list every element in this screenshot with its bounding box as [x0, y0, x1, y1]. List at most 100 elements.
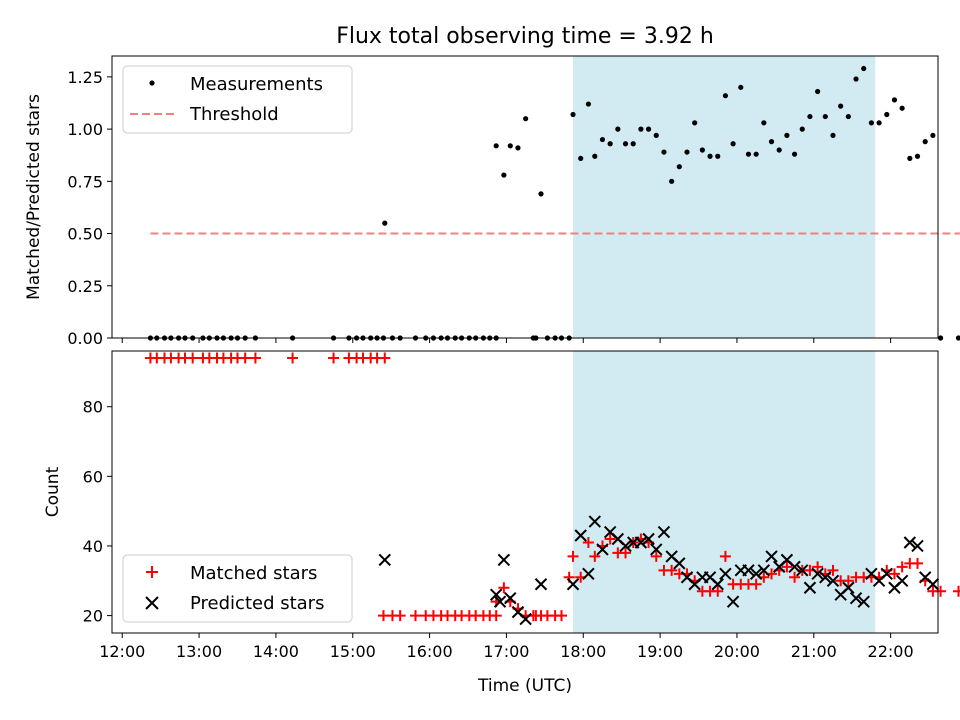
predicted-star-marker — [378, 553, 391, 567]
x-tick-label: 17:00 — [483, 642, 529, 661]
measurement-point — [645, 126, 652, 132]
count-plot-area — [144, 352, 960, 626]
predicted-star-marker — [493, 595, 507, 608]
measurement-point — [599, 136, 606, 143]
x-tick-label: 14:00 — [253, 642, 299, 661]
matched-star-marker — [239, 352, 251, 364]
measurement-point — [615, 126, 621, 132]
predicted-stars-legend-label: Predicted stars — [190, 593, 324, 614]
matched-star-marker — [604, 533, 616, 545]
measurement-point — [653, 132, 659, 138]
matched-star-marker — [249, 352, 261, 364]
measurement-point — [507, 143, 513, 149]
predicted-star-marker — [911, 539, 924, 553]
predicted-star-marker — [757, 564, 771, 577]
matched-star-marker — [620, 547, 632, 559]
measurement-point — [799, 126, 805, 132]
matched-star-marker — [187, 352, 199, 364]
matched-star-marker — [896, 561, 908, 573]
predicted-star-marker — [574, 529, 587, 542]
predicted-star-marker — [519, 612, 532, 626]
y-tick-label: 0.50 — [67, 225, 103, 244]
measurement-point — [891, 97, 898, 103]
predicted-star-marker — [534, 578, 548, 591]
predicted-star-marker — [596, 543, 609, 556]
measurement-point — [570, 111, 576, 118]
ratio-y-axis: 0.00 0.25 0.50 0.75 1.00 1.25 — [67, 68, 112, 348]
predicted-star-marker — [765, 550, 778, 563]
predicted-star-marker — [566, 578, 580, 591]
ratio-plot-area — [147, 65, 960, 341]
matched-star-marker — [410, 610, 422, 622]
predicted-stars-legend-marker — [145, 596, 159, 610]
measurement-point — [861, 65, 867, 72]
predicted-star-marker — [489, 588, 503, 601]
ratio-panel: 0.00 0.25 0.50 0.75 1.00 1.25 Matched/Predict… — [24, 55, 960, 348]
ratio-legend: Measurements Threshold — [122, 65, 353, 134]
matched-star-marker — [719, 550, 731, 562]
ratio-y-axis-label: Matched/Predicted stars — [24, 94, 44, 300]
predicted-star-marker — [895, 574, 909, 587]
measurement-point — [722, 93, 729, 99]
predicted-star-marker — [857, 595, 870, 608]
predicted-star-marker — [826, 574, 840, 587]
predicted-star-marker — [588, 515, 602, 528]
measurements-legend-marker — [149, 80, 155, 86]
predicted-star-marker — [903, 536, 917, 549]
measurement-point — [768, 139, 775, 145]
matched-star-marker — [666, 564, 678, 576]
ratio-legend-box — [122, 65, 353, 134]
y-tick-label: 0.00 — [67, 329, 103, 348]
predicted-star-marker — [849, 591, 863, 605]
y-tick-label: 0.25 — [67, 277, 103, 296]
measurement-point — [838, 103, 844, 109]
observing-span-top — [573, 56, 876, 338]
predicted-star-marker — [742, 564, 755, 577]
y-tick-label: 80 — [83, 398, 103, 417]
predicted-star-marker — [796, 564, 809, 577]
predicted-star-marker — [497, 553, 511, 567]
measurement-point — [382, 220, 388, 226]
matched-star-marker — [394, 610, 406, 622]
measurement-point — [776, 147, 782, 153]
measurement-point — [815, 88, 821, 95]
ratio-axes-frame — [111, 55, 939, 339]
predicted-star-marker — [811, 567, 824, 581]
matched-star-marker — [842, 575, 854, 587]
x-tick-label: 19:00 — [637, 642, 683, 661]
x-tick-label: 22:00 — [868, 642, 914, 661]
predicted-star-marker — [711, 578, 724, 591]
measurement-point — [845, 113, 851, 120]
x-axis-label: Time (UTC) — [477, 676, 572, 696]
threshold-legend-label: Threshold — [189, 104, 279, 125]
matched-stars-legend-marker — [146, 566, 158, 578]
measurement-point — [914, 153, 921, 159]
measurement-point — [830, 132, 836, 138]
matched-star-marker — [952, 585, 960, 597]
y-tick-label: 20 — [83, 607, 103, 626]
count-y-axis-label: Count — [43, 466, 63, 517]
measurement-point — [738, 84, 744, 90]
predicted-star-marker — [650, 543, 663, 556]
matched-star-marker — [567, 550, 579, 562]
measurement-point — [607, 141, 613, 147]
count-y-axis: 20 40 60 80 — [83, 398, 112, 626]
matched-star-marker — [582, 536, 594, 548]
measurement-point — [638, 126, 644, 132]
y-tick-label: 40 — [83, 537, 103, 556]
x-tick-label: 13:00 — [176, 642, 222, 661]
matched-star-marker — [888, 568, 900, 580]
predicted-star-marker — [788, 560, 801, 574]
matched-stars-legend-label: Matched stars — [190, 563, 317, 584]
matched-star-marker — [555, 610, 567, 622]
matched-star-marker — [912, 557, 924, 569]
chart-title: Flux total observing time = 3.92 h — [336, 24, 714, 49]
predicted-star-marker — [803, 581, 817, 594]
count-legend: Matched stars Predicted stars — [122, 554, 353, 623]
measurement-point — [955, 335, 960, 341]
matched-star-marker — [490, 610, 502, 622]
matched-star-marker — [827, 564, 839, 576]
measurement-point — [884, 111, 890, 118]
measurement-point — [822, 113, 828, 120]
